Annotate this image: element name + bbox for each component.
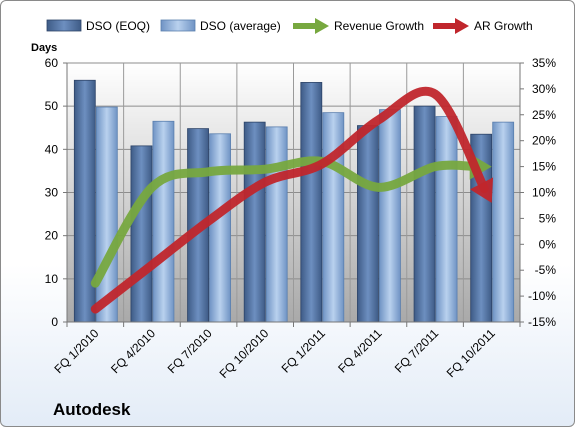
x-tick-label: FQ 4/2011 (335, 326, 385, 376)
line-revenue-growth (90, 156, 481, 288)
legend-swatch-dso-eoq (46, 19, 82, 32)
bar-dso-average (152, 120, 175, 323)
x-tick-label: FQ 1/2010 (51, 326, 101, 376)
bar-dso-average (492, 121, 515, 323)
y-tick-label: 0 (51, 315, 58, 329)
y-tick-label: 40 (45, 142, 59, 156)
bar-dso-eoq (300, 82, 323, 323)
y2-tick-label: 30% (532, 82, 556, 96)
bar-dso-average (209, 133, 231, 323)
bar-dso-eoq (413, 105, 436, 323)
y2-tick-label: 25% (532, 108, 556, 122)
y2-tick-label: -10% (528, 289, 556, 303)
series-lines (90, 86, 494, 314)
x-tick-label: FQ 10/2010 (217, 326, 272, 381)
y-tick-label: 10 (45, 272, 59, 286)
bar-dso-eoq (130, 145, 153, 323)
legend-swatch-dso-average (160, 19, 196, 32)
legend-label-ar-growth: AR Growth (474, 19, 533, 33)
legend-label-dso-eoq: DSO (EOQ) (86, 19, 150, 33)
y2-tick-label: -15% (528, 315, 556, 329)
bar-dso-eoq (357, 125, 379, 323)
legend-arrowhead-ar-growth (455, 18, 469, 34)
legend: DSO (EOQ) DSO (average) Revenue Growth AR G… (46, 18, 533, 34)
y2-tick-label: 5% (539, 211, 557, 225)
arrowhead-ar-growth (469, 177, 494, 203)
y-tick-label: 30 (45, 186, 59, 200)
x-tick-label: FQ 7/2011 (392, 326, 442, 376)
y-tick-label: 20 (45, 229, 59, 243)
y2-tick-label: 35% (532, 56, 556, 70)
x-tick-label: FQ 7/2010 (165, 326, 215, 376)
bar-dso-average (379, 109, 401, 323)
bar-dso-average (265, 126, 288, 323)
y2-tick-label: 20% (532, 134, 556, 148)
legend-label-dso-average: DSO (average) (200, 19, 281, 33)
y2-tick-label: 10% (532, 186, 556, 200)
bar-dso-eoq (243, 121, 266, 323)
y2-tick-label: 0% (539, 237, 557, 251)
y2-tick-label: -5% (535, 263, 557, 277)
chart-title: Autodesk (53, 400, 131, 419)
bar-dso-average (322, 112, 345, 323)
legend-arrowhead-revenue-growth (315, 18, 329, 34)
y-axis-label: Days (31, 42, 57, 54)
bar-dso-average (435, 116, 458, 323)
line-ar-growth (90, 86, 489, 314)
x-tick-label: FQ 1/2011 (279, 326, 329, 376)
y2-tick-label: 15% (532, 160, 556, 174)
y-tick-label: 60 (45, 56, 59, 70)
y-tick-label: 50 (45, 99, 59, 113)
x-tick-label: FQ 4/2010 (108, 326, 158, 376)
legend-label-revenue-growth: Revenue Growth (334, 19, 424, 33)
x-tick-label: FQ 10/2011 (444, 326, 498, 380)
